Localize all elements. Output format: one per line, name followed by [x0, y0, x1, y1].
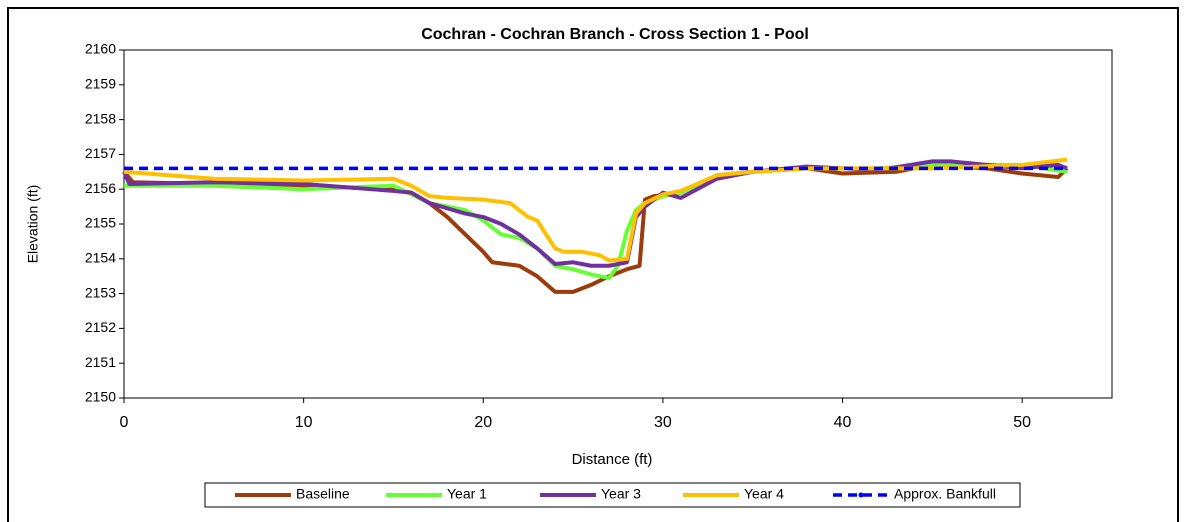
- y-tick-label: 2150: [85, 389, 116, 405]
- y-tick-label: 2160: [85, 41, 116, 57]
- y-tick-label: 2154: [85, 250, 116, 266]
- x-tick-label: 0: [120, 414, 129, 431]
- legend-label: Year 3: [601, 486, 641, 502]
- legend-label: Year 1: [447, 486, 487, 502]
- x-tick-label: 20: [474, 414, 492, 431]
- y-tick-label: 2159: [85, 76, 116, 92]
- x-tick-label: 40: [834, 414, 852, 431]
- y-tick-label: 2155: [85, 215, 116, 231]
- y-tick-label: 2151: [85, 354, 116, 370]
- legend-marker: [858, 492, 864, 498]
- y-tick-label: 2152: [85, 319, 116, 335]
- legend-label: Year 4: [744, 486, 784, 502]
- legend-label: Approx. Bankfull: [894, 486, 996, 502]
- y-tick-label: 2156: [85, 180, 116, 196]
- series-line: [123, 157, 1068, 263]
- x-tick-label: 30: [654, 414, 672, 431]
- y-tick-label: 2153: [85, 284, 116, 300]
- y-tick-label: 2158: [85, 110, 116, 126]
- series-line: [122, 159, 1068, 268]
- x-tick-label: 10: [295, 414, 313, 431]
- legend-label: Baseline: [296, 486, 350, 502]
- y-axis-label: Elevation (ft): [25, 185, 41, 264]
- y-tick-label: 2157: [85, 145, 116, 161]
- x-axis-label: Distance (ft): [572, 451, 653, 468]
- chart-title: Cochran - Cochran Branch - Cross Section…: [421, 26, 809, 43]
- plot-area: [123, 49, 1113, 399]
- x-tick-label: 50: [1013, 414, 1031, 431]
